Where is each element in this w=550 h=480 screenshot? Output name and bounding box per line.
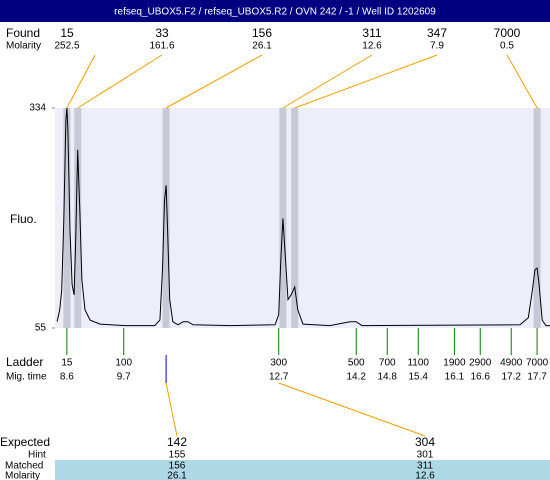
peak-link <box>506 54 538 109</box>
title: refseq_UBOX5.F2 / refseq_UBOX5.R2 / OVN … <box>114 7 436 18</box>
found-molarity-label: Molarity <box>6 41 41 52</box>
ladder-time: 9.7 <box>117 372 131 383</box>
y-tick-label: 334 <box>29 103 46 114</box>
matched-size: 156 <box>169 461 186 472</box>
trace <box>56 107 550 327</box>
found-size: 15 <box>60 26 74 40</box>
y-label: Fluo. <box>10 212 37 226</box>
found-molarity: 26.1 <box>252 41 272 52</box>
ladder-time: 17.7 <box>527 372 547 383</box>
found-size: 347 <box>427 26 447 40</box>
peak-marker <box>74 108 82 328</box>
hint-size: 301 <box>417 450 434 461</box>
ladder-size: 2900 <box>469 358 492 369</box>
found-size: 7000 <box>494 26 521 40</box>
ladder-size: 4900 <box>500 358 523 369</box>
ladder-size: 15 <box>61 358 73 369</box>
expected-size: 304 <box>415 435 435 449</box>
found-size: 156 <box>252 26 272 40</box>
y-tick-label: 55 <box>35 323 47 334</box>
ladder-time: 12.7 <box>269 372 289 383</box>
ladder-time: 15.4 <box>409 372 429 383</box>
peak-marker <box>63 108 71 328</box>
matched-band <box>55 460 550 480</box>
found-molarity: 7.9 <box>430 41 444 52</box>
ladder-time: 8.6 <box>60 372 74 383</box>
ladder-time: 14.8 <box>378 372 398 383</box>
matched-molarity: 26.1 <box>167 471 187 480</box>
ladder-size: 7000 <box>526 358 549 369</box>
peak-marker <box>279 108 287 328</box>
hint-size: 155 <box>169 450 186 461</box>
molarity-label: Molarity <box>5 471 40 480</box>
peak-marker <box>162 108 170 328</box>
ladder-size: 1900 <box>443 358 466 369</box>
found-size: 33 <box>155 26 169 40</box>
found-molarity: 161.6 <box>149 41 174 52</box>
matched-label: Matched <box>5 461 43 472</box>
found-molarity: 252.5 <box>54 41 79 52</box>
ladder-time: 16.1 <box>445 372 465 383</box>
matched-molarity: 12.6 <box>415 471 435 480</box>
peak-marker <box>291 108 299 328</box>
title-bar <box>0 0 550 22</box>
found-label: Found <box>6 26 40 40</box>
found-size: 311 <box>362 26 381 40</box>
hint-label: Hint <box>28 450 46 461</box>
found-molarity: 12.6 <box>362 41 382 52</box>
peak-link <box>165 54 263 109</box>
ladder-time: 16.6 <box>471 372 491 383</box>
peak-marker <box>533 108 541 328</box>
ladder-label: Ladder <box>6 355 43 369</box>
peak-link <box>282 54 373 109</box>
expected-label: Expected <box>0 435 50 449</box>
ladder-time: 14.2 <box>347 372 367 383</box>
expected-link <box>165 382 178 437</box>
ladder-size: 500 <box>348 358 365 369</box>
ladder-time: 17.2 <box>502 372 522 383</box>
found-molarity: 0.5 <box>500 41 514 52</box>
peak-link <box>77 54 163 109</box>
plot-area <box>55 108 550 328</box>
peak-link <box>66 54 96 109</box>
expected-size: 142 <box>167 435 187 449</box>
expected-link <box>278 382 426 437</box>
matched-size: 311 <box>417 461 433 472</box>
peak-link <box>294 54 438 109</box>
ladder-size: 1100 <box>407 358 429 369</box>
ladder-size: 100 <box>115 358 132 369</box>
ladder-size: 300 <box>270 358 287 369</box>
ladder-size: 700 <box>379 358 396 369</box>
ladder-time-label: Mig. time <box>6 372 47 383</box>
